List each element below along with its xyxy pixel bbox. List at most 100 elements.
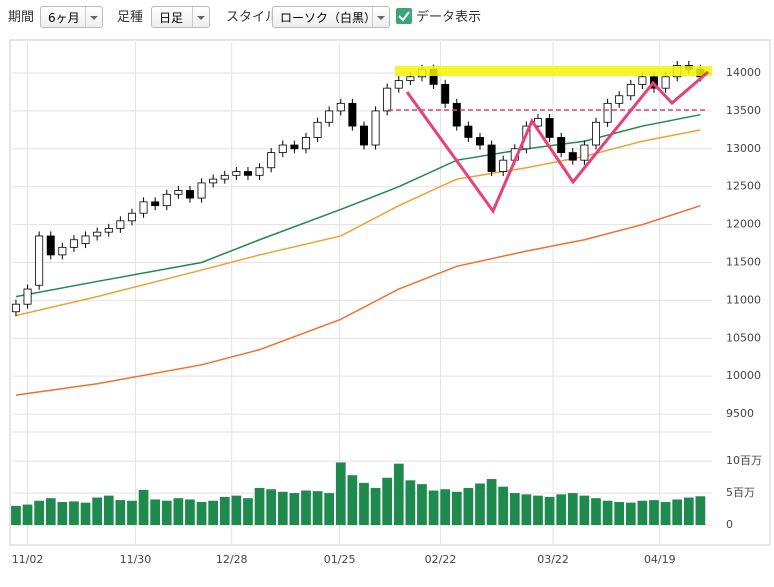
volume-bar: [579, 495, 590, 525]
candle-body: [336, 102, 345, 112]
volume-bar: [672, 499, 683, 525]
candle-body: [174, 190, 183, 195]
volume-bar: [335, 462, 346, 525]
x-tick-label: 04/19: [644, 553, 676, 566]
volume-bar: [185, 499, 195, 525]
candle-body: [151, 201, 160, 207]
candle-body: [603, 102, 612, 123]
candle-body: [232, 171, 241, 176]
candle-body: [383, 87, 392, 112]
frame: [9, 39, 771, 546]
volume-bar: [486, 479, 497, 525]
value: 日足: [159, 11, 184, 25]
candle-body: [406, 76, 415, 81]
candle-body: [464, 125, 473, 138]
candle-body: [23, 288, 32, 305]
x-tick-label: 11/30: [120, 553, 152, 566]
candle-body: [487, 144, 496, 172]
candle-body: [452, 102, 461, 127]
y-tick-label: 12500: [726, 180, 761, 193]
pattern-drawing: [405, 70, 709, 215]
candle-body: [290, 144, 299, 150]
volume-bar: [254, 487, 265, 525]
label: 期間: [8, 10, 35, 25]
candle-body: [441, 83, 450, 104]
volume-bar: [382, 477, 393, 525]
volume-bar: [393, 463, 404, 525]
candle-body: [591, 121, 600, 146]
volume-bar: [544, 496, 555, 525]
volume-bar: [625, 502, 636, 525]
candle-body: [557, 137, 566, 153]
volume-bar: [695, 496, 706, 525]
candle-body: [35, 235, 44, 286]
candle-body: [116, 220, 125, 229]
candle-body: [499, 159, 508, 172]
volume-bar: [556, 494, 567, 525]
volume-bar: [602, 500, 613, 525]
moving-average: [15, 129, 701, 317]
y-tick-label: 11500: [726, 255, 761, 268]
volume-bar: [301, 490, 311, 525]
candle-body: [638, 76, 647, 85]
volume-bar: [660, 502, 671, 525]
volume-bar: [115, 500, 126, 525]
moving-average: [15, 113, 701, 298]
volume-bar: [359, 482, 369, 525]
y-tick-label: 11000: [726, 293, 761, 306]
candle-body: [661, 76, 670, 89]
candle-body: [127, 212, 136, 222]
y-tick-label: 12000: [726, 218, 761, 231]
volume-bar: [533, 495, 543, 525]
y-tick-label: 9500: [726, 407, 754, 420]
volume-bar: [231, 495, 242, 525]
candle-body: [545, 118, 554, 138]
candle-body: [301, 137, 310, 150]
bar-select[interactable]: 日足: [151, 6, 210, 28]
candle-body: [185, 190, 194, 199]
y-tick-label: 10000: [726, 369, 761, 382]
volume-bar: [45, 498, 56, 525]
volume-bar: [312, 491, 323, 525]
candle-body: [11, 303, 20, 313]
x-tick-label: 01/25: [324, 553, 356, 566]
volume-bar: [69, 501, 79, 525]
candle-body: [93, 231, 102, 237]
volume-bar: [80, 502, 91, 525]
x-tick-label: 03/22: [537, 553, 569, 566]
period-select[interactable]: 6ヶ月: [40, 6, 103, 28]
candle-body: [209, 178, 218, 184]
volume-tick-label: 5百万: [726, 486, 755, 499]
style-select[interactable]: ローソク（白黒）: [272, 6, 390, 28]
candle-body: [568, 152, 577, 161]
candle-body: [197, 182, 206, 199]
candle-body: [267, 152, 276, 169]
volume-bar: [347, 475, 358, 525]
volume-bar: [150, 499, 161, 525]
candle-body: [81, 235, 90, 244]
candle-body: [255, 167, 264, 176]
label: データ表示: [416, 10, 482, 25]
candle-body: [371, 110, 380, 146]
volume-bar: [614, 502, 625, 525]
candle-body: [394, 80, 403, 89]
candle-body: [278, 144, 287, 153]
y-tick-label: 10500: [726, 331, 761, 344]
checkbox[interactable]: [396, 8, 412, 24]
volume-bar: [277, 491, 288, 525]
volume-bar: [324, 493, 335, 525]
volume-bar: [498, 486, 509, 525]
candle-body: [313, 121, 322, 138]
candle-body: [348, 102, 357, 127]
volume-bar: [637, 500, 648, 525]
volume-bar: [11, 505, 21, 525]
volume-bar: [57, 502, 68, 525]
candle-body: [475, 137, 484, 146]
volume-bar: [370, 487, 381, 525]
candle-body: [580, 144, 589, 161]
volume-bar: [266, 489, 277, 525]
y-tick-label: 14000: [726, 66, 761, 79]
candle-body: [46, 235, 55, 256]
x-tick-label: 02/22: [425, 553, 457, 566]
